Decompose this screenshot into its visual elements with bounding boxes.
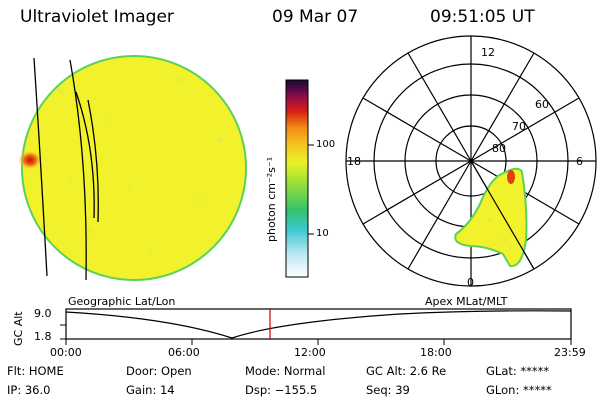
- colorbar-tick-100: 100: [316, 139, 336, 150]
- polar-aurora-image: [454, 160, 535, 270]
- altitude-tick-max: 9.0: [34, 307, 52, 320]
- earth-disk-image: [18, 55, 247, 281]
- time-tick-1800: 18:00: [420, 346, 452, 359]
- mlt-label-6: 6: [576, 155, 583, 168]
- mlat-label-80: 80: [492, 142, 506, 155]
- longitude-line: [69, 59, 87, 281]
- time-label: 09:51:05 UT: [430, 7, 535, 27]
- altitude-axis-label: GC Alt: [12, 311, 25, 346]
- mlt-label-0: 0: [467, 276, 474, 289]
- status-glon: GLon: *****: [486, 383, 552, 397]
- mlat-label-60: 60: [535, 98, 549, 111]
- longitude-line: [75, 91, 95, 219]
- mlt-label-12: 12: [481, 46, 495, 59]
- geographic-panel-label: Geographic Lat/Lon: [68, 295, 176, 308]
- colorbar-tick-10: 10: [316, 228, 329, 239]
- time-tick-2359: 23:59: [554, 346, 586, 359]
- colorbar-unit-label: photon cm⁻²s⁻¹: [265, 156, 278, 242]
- longitude-line: [33, 57, 48, 277]
- color-bar: [285, 79, 314, 278]
- aurora-hotspot: [18, 150, 42, 170]
- altitude-curve: [65, 310, 572, 339]
- status-ip: IP: 36.0: [7, 383, 51, 397]
- time-tick-0600: 06:00: [168, 346, 200, 359]
- status-flt: Flt: HOME: [7, 364, 64, 378]
- apex-panel-label: Apex MLat/MLT: [425, 295, 508, 308]
- date-label: 09 Mar 07: [272, 7, 359, 27]
- time-tick-1200: 12:00: [294, 346, 326, 359]
- app-title: Ultraviolet Imager: [20, 7, 174, 27]
- status-seq: Seq: 39: [366, 383, 410, 397]
- status-mode: Mode: Normal: [245, 364, 326, 378]
- mlt-label-18: 18: [347, 155, 361, 168]
- altitude-plot: [60, 308, 572, 345]
- altitude-tick-min: 1.8: [34, 330, 52, 343]
- longitude-line: [87, 99, 99, 223]
- status-door: Door: Open: [126, 364, 192, 378]
- status-gc-alt: GC Alt: 2.6 Re: [366, 364, 447, 378]
- status-glat: GLat: *****: [486, 364, 550, 378]
- mlat-label-70: 70: [512, 120, 526, 133]
- time-tick-0000: 00:00: [50, 346, 82, 359]
- status-gain: Gain: 14: [126, 383, 175, 397]
- status-dsp: Dsp: −155.5: [245, 383, 318, 397]
